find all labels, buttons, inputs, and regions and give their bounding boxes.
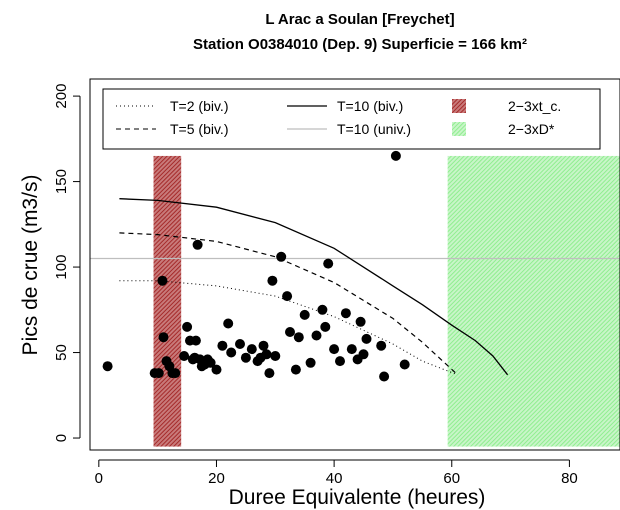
shaded-regions <box>153 155 620 447</box>
legend-xt-label: 2−3xt_c. <box>508 98 561 114</box>
data-point <box>270 351 281 361</box>
y-tick-label: 0 <box>53 434 70 442</box>
data-point <box>317 304 328 315</box>
chart-subtitle: Station O0384010 (Dep. 9) Superficie = 1… <box>193 36 527 53</box>
data-point <box>390 150 401 161</box>
legend-box <box>102 88 601 150</box>
legend-xd-label: 2−3xD* <box>508 121 555 137</box>
data-point <box>157 275 168 286</box>
data-point <box>211 364 222 375</box>
data-point <box>346 344 357 355</box>
series-t5-line <box>119 232 459 376</box>
y-tick-label: 150 <box>53 169 70 194</box>
region-2-3xt-c <box>153 155 182 447</box>
y-tick-label: 50 <box>53 344 70 361</box>
data-point <box>311 330 322 341</box>
x-tick-label: 0 <box>95 470 103 487</box>
data-point <box>246 344 257 355</box>
x-tick-label: 40 <box>326 470 343 487</box>
y-tick-label: 100 <box>53 255 70 280</box>
data-point <box>290 364 301 375</box>
chart-title: L Arac a Soulan [Freychet] <box>265 11 454 28</box>
data-point <box>320 321 331 332</box>
x-axis-label: Duree Equivalente (heures) <box>229 486 486 509</box>
data-points <box>102 150 410 382</box>
data-point <box>276 251 287 262</box>
series-t10-line <box>119 198 509 376</box>
data-point <box>335 356 345 367</box>
data-point <box>361 333 372 344</box>
data-point <box>264 368 275 379</box>
data-point <box>192 239 203 250</box>
data-point <box>267 275 278 286</box>
region-2-3xd <box>447 155 620 447</box>
data-point <box>158 332 169 343</box>
data-point <box>340 308 351 319</box>
legend-xt-swatch <box>452 99 466 113</box>
data-point <box>299 309 310 320</box>
data-point <box>153 368 164 379</box>
data-point <box>305 357 316 368</box>
data-point <box>170 368 181 379</box>
data-point <box>323 258 334 269</box>
x-tick-label: 80 <box>561 470 578 487</box>
legend-t2-label: T=2 (biv.) <box>170 98 228 114</box>
data-point <box>179 351 190 361</box>
data-point <box>182 321 193 332</box>
data-point <box>285 327 295 337</box>
data-point <box>329 344 340 355</box>
data-point <box>282 291 293 302</box>
data-point <box>293 332 304 343</box>
y-tick-label: 200 <box>53 84 70 109</box>
x-tick-label: 20 <box>208 470 225 487</box>
data-point <box>205 357 216 368</box>
x-axis: 0 20 40 60 80 <box>95 459 578 487</box>
y-axis-label: Pics de crue (m3/s) <box>19 175 42 356</box>
data-point <box>379 371 390 382</box>
legend-t10-label: T=10 (biv.) <box>337 98 403 114</box>
plot-frame <box>89 78 620 451</box>
data-point <box>217 340 228 351</box>
data-point <box>102 361 113 372</box>
data-point <box>223 318 234 329</box>
curve-lines <box>90 198 620 376</box>
legend-t5-label: T=5 (biv.) <box>170 121 228 137</box>
legend-xd-swatch <box>452 122 466 136</box>
data-point <box>258 340 269 351</box>
data-point <box>261 349 272 360</box>
y-axis: 0 50 100 150 200 <box>53 84 81 442</box>
data-point <box>376 340 387 351</box>
data-point <box>226 347 237 358</box>
data-point <box>399 359 410 370</box>
x-tick-label: 60 <box>443 470 460 487</box>
legend-t10u-label: T=10 (univ.) <box>337 121 411 137</box>
legend: T=2 (biv.) T=5 (biv.) T=10 (biv.) T=10 (… <box>102 88 601 150</box>
data-point <box>235 339 245 349</box>
data-point <box>355 316 366 327</box>
data-point <box>190 335 201 346</box>
series-t2-line <box>119 280 458 376</box>
data-point <box>240 352 251 363</box>
data-point <box>358 349 369 360</box>
